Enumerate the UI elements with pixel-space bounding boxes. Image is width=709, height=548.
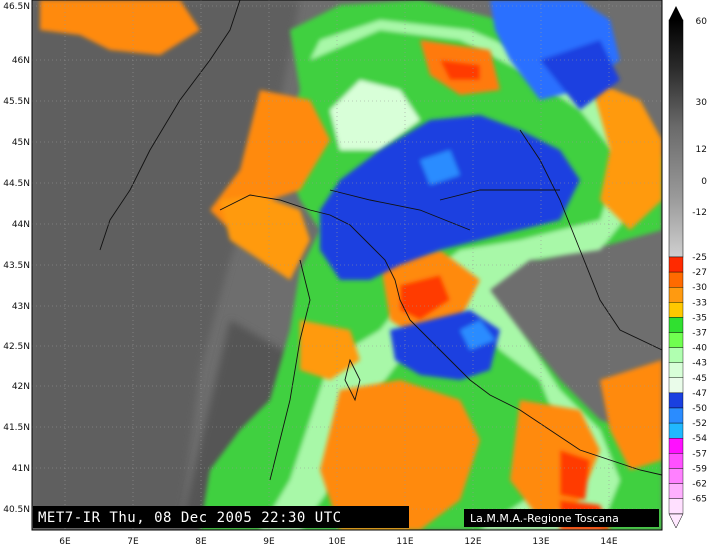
lat-label: 42N: [12, 382, 30, 392]
scale-label: -52: [692, 419, 707, 429]
scale-label: -59: [692, 464, 707, 474]
lat-label: 46N: [12, 56, 30, 66]
scale-color-cell: [668, 498, 684, 514]
lat-label: 43.5N: [3, 261, 30, 271]
lon-label: 9E: [263, 537, 275, 547]
scale-label: -62: [692, 480, 707, 490]
lon-label: 11E: [396, 537, 413, 547]
scale-color-cell: [668, 468, 684, 484]
scale-label: -43: [692, 359, 707, 369]
satellite-image: [32, 0, 662, 530]
lon-label: 6E: [59, 537, 71, 547]
lon-label: 12E: [464, 537, 481, 547]
scale-top-arrow-icon: [669, 6, 683, 20]
lon-label: 13E: [532, 537, 549, 547]
scale-color-cell: [668, 438, 684, 454]
scale-color-cell: [668, 332, 684, 348]
scale-color-cell: [668, 302, 684, 318]
image-caption: MET7-IR Thu, 08 Dec 2005 22:30 UTC: [38, 510, 342, 526]
scale-color-cell: [668, 392, 684, 409]
scale-label: -12: [692, 208, 707, 218]
lat-label: 41N: [12, 464, 30, 474]
scale-label: 60: [696, 17, 708, 27]
latitude-labels: 46.5N 46N 45.5N 45N 44.5N 44N 43.5N 43N …: [3, 2, 30, 515]
lat-label: 42.5N: [3, 342, 30, 352]
lat-label: 43N: [12, 302, 30, 312]
scale-color-cell: [668, 407, 684, 424]
color-scale: 60 30 12 0 -12 -25 -27 -30 -33 -35 -37 -40 -43 -…: [668, 6, 708, 529]
scale-label: -50: [692, 404, 707, 414]
scale-label: 12: [696, 145, 707, 155]
credit-label: La.M.M.A.-Regione Toscana: [470, 512, 619, 525]
scale-bottom-arrow-icon: [668, 513, 684, 529]
caption-bar: MET7-IR Thu, 08 Dec 2005 22:30 UTC La.M.…: [33, 506, 659, 528]
scale-color-cell: [668, 256, 684, 273]
scale-label: -25: [692, 253, 707, 263]
coastlines: [99, 0, 662, 481]
scale-color-cell: [668, 377, 684, 394]
lat-label: 45.5N: [3, 97, 30, 107]
longitude-labels: 6E 7E 8E 9E 10E 11E 12E 13E 14E: [59, 537, 618, 547]
scale-color-cell: [668, 422, 684, 439]
scale-label: -47: [692, 389, 707, 399]
scale-label: -33: [692, 298, 707, 308]
scale-label: -57: [692, 449, 707, 459]
lon-label: 10E: [328, 537, 345, 547]
lat-label: 41.5N: [3, 423, 30, 433]
scale-label: -65: [692, 495, 707, 505]
scale-label: 0: [701, 177, 707, 187]
scale-label: -37: [692, 329, 707, 339]
lat-label: 46.5N: [3, 2, 30, 12]
scale-label: -35: [692, 313, 707, 323]
scale-label: -27: [692, 268, 707, 278]
map-frame: [31, 0, 663, 531]
lon-label: 8E: [195, 537, 207, 547]
scale-color-cell: [668, 483, 684, 499]
scale-label: -54: [692, 434, 707, 444]
scale-color-cell: [668, 347, 684, 363]
scale-label: -40: [692, 344, 707, 354]
scale-color-cell: [668, 271, 684, 288]
graticule: [32, 0, 662, 530]
lon-label: 7E: [127, 537, 139, 547]
scale-label: 30: [696, 98, 708, 108]
scale-color-cell: [668, 317, 684, 333]
scale-label: -45: [692, 374, 707, 384]
scale-color-cell: [668, 362, 684, 379]
scale-color-cell: [668, 453, 684, 469]
lat-label: 45N: [12, 138, 30, 148]
cold-cloud-tops: [40, 0, 662, 530]
lon-label: 14E: [600, 537, 617, 547]
scale-label: -30: [692, 283, 707, 293]
lat-label: 40.5N: [3, 505, 30, 515]
scale-color-cell: [668, 287, 684, 303]
lat-label: 44N: [12, 220, 30, 230]
lat-label: 44.5N: [3, 179, 30, 189]
